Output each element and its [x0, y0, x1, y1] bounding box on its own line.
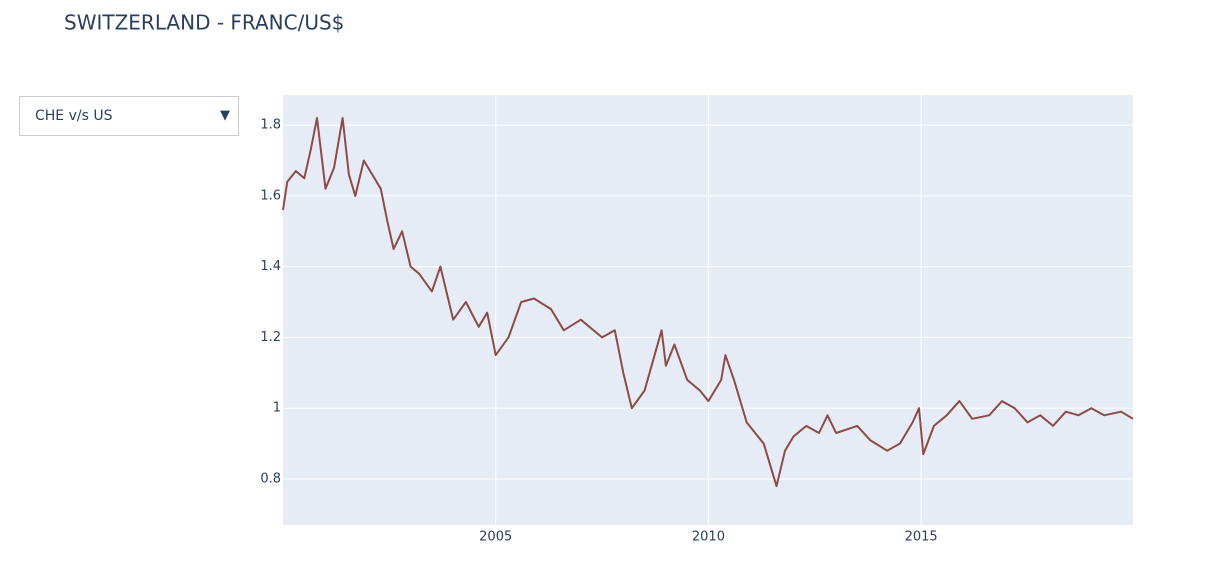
dropdown-label: CHE v/s US [35, 108, 113, 124]
dropdown[interactable]: CHE v/s US ▼ [19, 96, 239, 136]
y-tick-label: 0.8 [260, 471, 281, 486]
y-tick-label: 1.4 [260, 259, 281, 274]
x-tick-label: 2015 [905, 530, 938, 545]
line [282, 117, 1134, 488]
y-tick-label: 1 [273, 401, 281, 416]
y-tick-label: 1.2 [260, 330, 281, 345]
x-tick-label: 2010 [692, 530, 725, 545]
y-tick-label: 1.6 [260, 188, 281, 203]
x-tick-label: 2005 [479, 530, 512, 545]
chart-title: SWITZERLAND - FRANC/US$ [64, 11, 344, 35]
y-tick-label: 1.8 [260, 118, 281, 133]
dropdown-arrow: ▼ [220, 108, 230, 123]
